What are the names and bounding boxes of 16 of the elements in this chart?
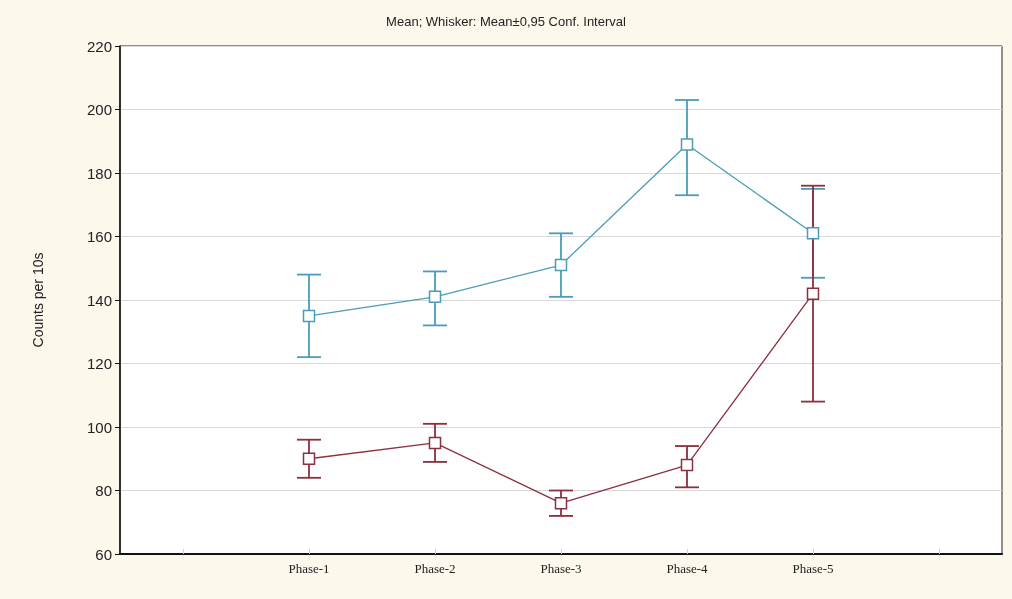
y-tick-label: 180 [86, 164, 112, 182]
x-tick-label: Phase-4 [666, 561, 709, 576]
y-tick-label: 120 [86, 355, 112, 372]
y-tick-label: 80 [95, 482, 112, 499]
x-tick-label: Phase-3 [540, 561, 582, 576]
y-tick-label: 140 [86, 291, 112, 309]
chart-subtitle: Mean; Whisker: Mean±0,95 Conf. Interval [386, 14, 627, 29]
y-tick-label: 160 [86, 228, 112, 245]
y-tick-label: 200 [86, 101, 112, 118]
y-axis-title: Counts per 10s [30, 252, 46, 348]
y-tick-label: 100 [86, 418, 112, 436]
y-tick-label: 220 [86, 37, 112, 55]
y-tick-label: 60 [95, 545, 112, 563]
x-tick-label: Phase-2 [414, 561, 456, 576]
x-tick-label: Phase-5 [792, 561, 834, 576]
x-tick-label: Phase-1 [288, 561, 330, 576]
